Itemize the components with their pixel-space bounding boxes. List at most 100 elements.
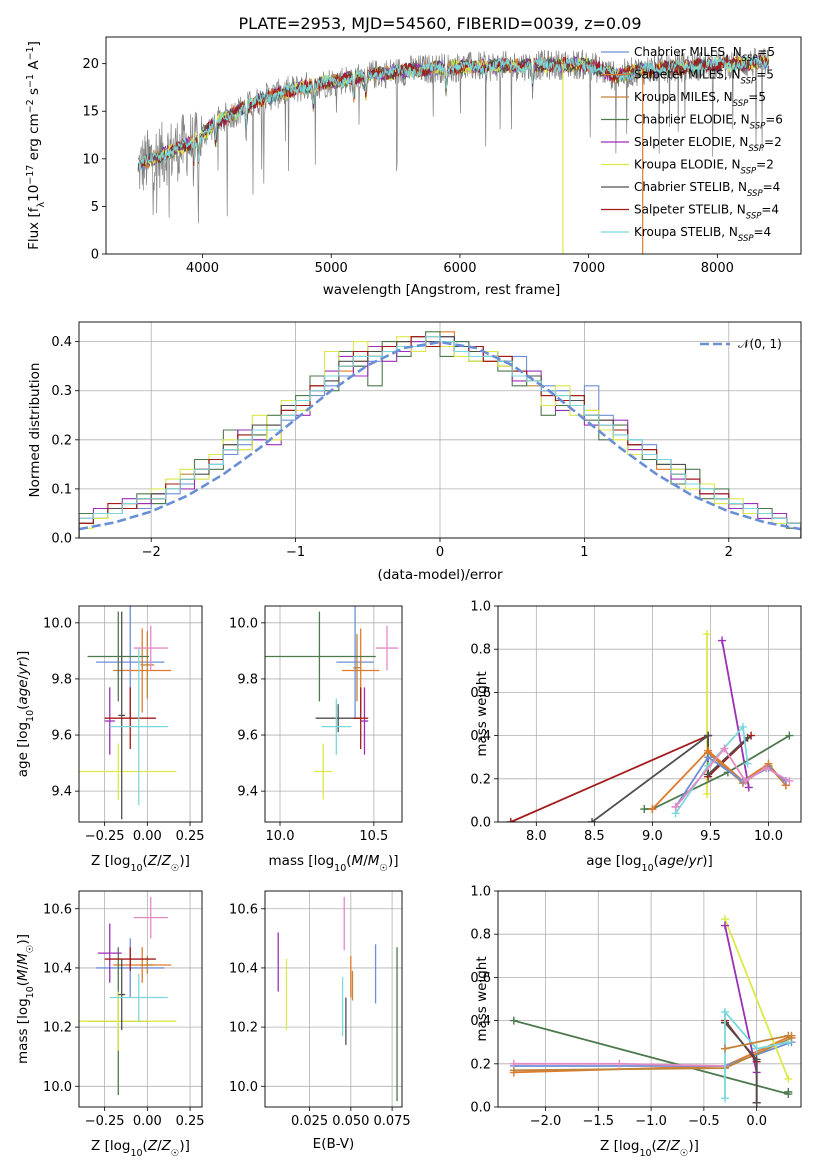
x-axis-label: wavelength [Angstrom, rest frame] (323, 282, 561, 298)
label-part: ☉ (171, 1148, 180, 1159)
legend-entry: Kroupa MILES, NSSP=5 (634, 90, 766, 109)
x-tick-label: 0.050 (332, 1114, 369, 1129)
axis-label: Z [log10(Z/Z☉)] (91, 853, 190, 874)
y-tick-label: 10.4 (229, 961, 258, 976)
label-part: −2 (25, 99, 36, 113)
legend-value: =2 (764, 135, 782, 149)
legend-entry: Salpeter MILES, NSSP=5 (634, 68, 774, 87)
axes-frame (78, 321, 802, 539)
y-tick-label: 0.4 (470, 1014, 491, 1029)
label-part: Z (656, 1138, 667, 1154)
label-part: )] (15, 934, 31, 945)
y-axis-label: mass weight (474, 956, 490, 1041)
legend-sub: SSP (742, 54, 758, 64)
axis-label: mass [log10(M/M☉)] (269, 853, 399, 874)
weight-series-line (674, 747, 790, 808)
label-part: ( (143, 853, 148, 869)
label-part: age (15, 679, 31, 704)
y-tick-label: 9.6 (237, 729, 258, 744)
label-part: 10 (130, 863, 142, 874)
label-part: ☉ (680, 1148, 689, 1159)
label-part: M (15, 953, 31, 965)
x-tick-label: 10.0 (754, 829, 783, 844)
axes-w7: −2.0 −1.5 −1.0 −0.5 0.0 0.0 0.2 0.4 0.6 0.8 1.0 Z [… (470, 885, 802, 1159)
label-part: Z (147, 1138, 158, 1154)
label-part: / (15, 964, 31, 969)
x-tick-label: −0.25 (85, 1114, 125, 1129)
y-tick-label: 10.6 (43, 902, 72, 917)
label-part: M (15, 969, 31, 981)
label-part: 10 (25, 710, 36, 722)
x-tick-label: 8000 (701, 261, 734, 276)
weight-series-line (724, 918, 790, 1080)
label-part: −17 (25, 165, 36, 185)
weight-marker (784, 1074, 793, 1083)
axis-label: Z [log10(Z/Z☉)] (91, 1138, 190, 1159)
x-tick-label: 5000 (315, 261, 348, 276)
weight-marker (509, 1016, 518, 1025)
label-part: Z [log (91, 853, 130, 869)
label-part: M (368, 853, 380, 869)
axes-frame (497, 605, 802, 823)
axis-label: age [log10(age/yr)] (15, 651, 36, 777)
plot-area (137, 48, 770, 254)
y-tick-label: 10.2 (229, 1021, 258, 1036)
label-part: ( (143, 1138, 148, 1154)
y-tick-label: 0.1 (51, 482, 72, 497)
label-part: 10 (639, 1148, 651, 1159)
y-tick-label: 9.8 (237, 672, 258, 687)
y-tick-label: 0.6 (470, 686, 491, 701)
axes-spectrum: 4000 5000 6000 7000 8000 0 5 10 15 20 wavelength [… (25, 36, 802, 298)
weight-marker (718, 636, 727, 645)
weight-marker (743, 759, 752, 768)
label-part: −1 (25, 46, 36, 60)
y-tick-label: 9.4 (237, 785, 258, 800)
weight-marker (640, 805, 649, 814)
label-part: )] (179, 853, 190, 869)
label-part: 10 (642, 863, 654, 874)
y-tick-label: 0.4 (470, 729, 491, 744)
x-tick-label: −1.5 (583, 1114, 615, 1129)
weight-marker (741, 776, 750, 785)
weight-marker (671, 802, 680, 811)
x-tick-label: 6000 (443, 261, 476, 276)
label-part: Z [log (600, 1138, 639, 1154)
label-part: Z (161, 853, 172, 869)
label-part: yr (688, 853, 704, 869)
x-tick-label: 1 (580, 545, 588, 560)
legend-text: Salpeter MILES, N (634, 68, 741, 82)
x-tick-label: −0.25 (85, 829, 125, 844)
legend-text: Salpeter STELIB, N (634, 203, 746, 217)
legend-sub: SSP (750, 122, 766, 132)
y-axis-label: Normed distribution (27, 363, 43, 498)
label-part: Z [log (91, 1138, 130, 1154)
y-tick-label: 0.0 (51, 532, 72, 547)
y-tick-label: 0.2 (51, 433, 72, 448)
axis-label: mass [log10(M/M☉)] (15, 934, 36, 1064)
label-part: 10 (26, 185, 42, 202)
x-tick-label: 0.25 (176, 829, 205, 844)
x-axis-label: E(B-V) (313, 1136, 355, 1152)
weight-marker (720, 1007, 729, 1016)
legend-sub: SSP (741, 77, 757, 87)
x-tick-label: 4000 (186, 261, 219, 276)
legend-text: Kroupa ELODIE, N (634, 158, 741, 172)
weight-series-line (724, 925, 758, 1073)
legend-sub: SSP (748, 144, 764, 154)
legend-sub: SSP (746, 212, 762, 222)
y-tick-label: 0.3 (51, 384, 72, 399)
x-tick-label: −2.0 (530, 1114, 562, 1129)
x-tick-label: 0.25 (176, 1114, 205, 1129)
label-part: / (157, 1138, 162, 1154)
legend-sub: SSP (738, 234, 754, 244)
y-tick-label: 10.4 (43, 961, 72, 976)
label-part: Z (161, 1138, 172, 1154)
label-part: ☉ (171, 863, 180, 874)
x-tick-label: 8.0 (526, 829, 547, 844)
x-tick-label: 2 (725, 545, 733, 560)
weight-marker (704, 731, 713, 740)
legend-entry: Chabrier MILES, NSSP=5 (634, 45, 775, 64)
